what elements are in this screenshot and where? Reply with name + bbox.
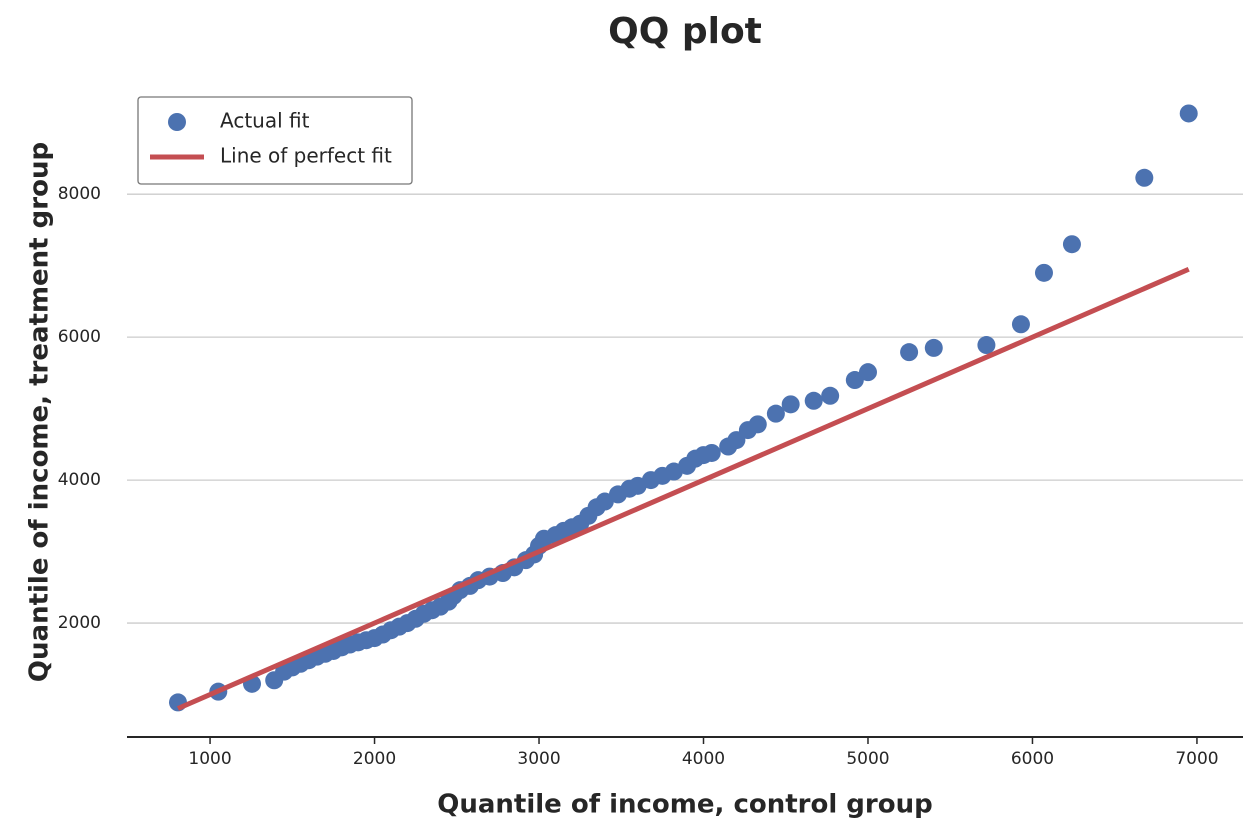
point: [702, 443, 721, 462]
x-tick-label: 7000: [1175, 749, 1218, 769]
y-axis-label: Quantile of income, treatment group: [25, 142, 55, 682]
legend: Actual fit Line of perfect fit: [137, 96, 413, 185]
point: [977, 336, 996, 355]
point: [821, 386, 840, 405]
point: [924, 338, 943, 357]
point: [1034, 263, 1053, 282]
point: [766, 404, 785, 423]
point: [595, 492, 614, 511]
point: [168, 693, 187, 712]
point: [781, 395, 800, 414]
legend-swatch: [168, 113, 186, 131]
chart-title: QQ plot: [608, 11, 762, 52]
x-tick-label: 2000: [353, 749, 396, 769]
y-tick-label: 8000: [58, 184, 101, 204]
point: [1179, 104, 1198, 123]
point: [1011, 315, 1030, 334]
point: [804, 391, 823, 410]
y-tick-label: 4000: [58, 470, 101, 490]
point: [845, 371, 864, 390]
x-tick-label: 6000: [1011, 749, 1054, 769]
point: [748, 415, 767, 434]
point: [1135, 168, 1154, 187]
y-tick-label: 2000: [58, 613, 101, 633]
x-axis-label: Quantile of income, control group: [437, 790, 932, 820]
x-tick-label: 1000: [188, 749, 231, 769]
x-tick-label: 3000: [517, 749, 560, 769]
point: [1062, 235, 1081, 254]
legend-label: Line of perfect fit: [220, 144, 392, 168]
legend-box: [137, 96, 413, 185]
x-tick-label: 4000: [682, 749, 725, 769]
x-tick-label: 5000: [846, 749, 889, 769]
y-tick-label: 6000: [58, 327, 101, 347]
point: [858, 363, 877, 382]
line: [176, 266, 1190, 711]
legend-label: Actual fit: [220, 109, 310, 133]
point: [900, 343, 919, 362]
